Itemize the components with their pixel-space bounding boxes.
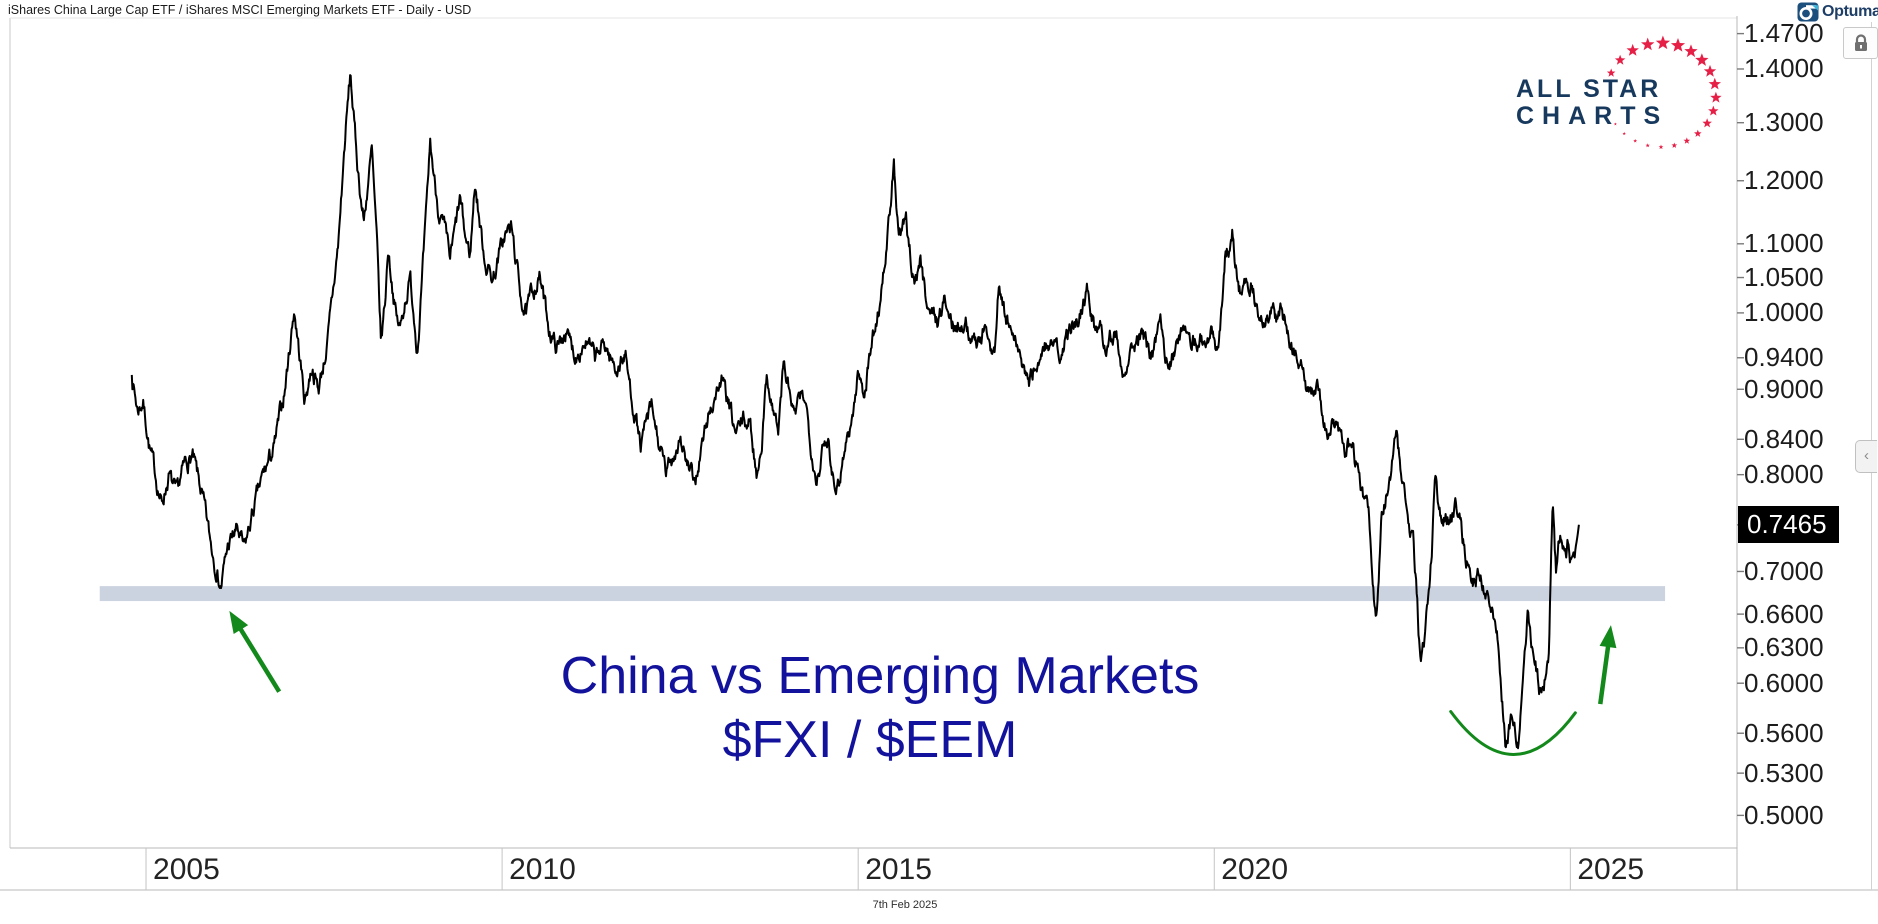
- arrow-2024-breakout-shaft[interactable]: [1598, 642, 1611, 705]
- allstarcharts-line2: CHARTS: [1516, 102, 1669, 130]
- star-icon: [1622, 131, 1626, 136]
- lock-button[interactable]: [1843, 27, 1878, 59]
- support-band[interactable]: [99, 586, 1666, 602]
- star-icon: [1683, 137, 1691, 144]
- star-icon: [1670, 38, 1686, 52]
- annotation-tickers: $FXI / $EEM: [722, 711, 1018, 769]
- star-icon: [1671, 142, 1678, 148]
- price-axis-label: 0.7000: [1744, 555, 1824, 586]
- optuma-icon: [1797, 2, 1819, 22]
- star-icon: [1613, 122, 1617, 126]
- optuma-wordmark: Optuma: [1822, 3, 1878, 20]
- price-axis-label: 0.5000: [1744, 799, 1824, 830]
- allstarcharts-line1: ALL STAR: [1516, 75, 1662, 103]
- arrow-2006-low-head[interactable]: [229, 610, 249, 635]
- price-axis-label: 0.8000: [1744, 459, 1824, 490]
- price-axis-label: 1.1000: [1744, 228, 1824, 259]
- star-icon: [1684, 44, 1698, 58]
- price-axis-label: 0.9000: [1744, 373, 1824, 404]
- price-axis-label: 0.9400: [1744, 342, 1824, 373]
- star-icon: [1626, 43, 1639, 56]
- price-axis-label: 0.6600: [1744, 598, 1824, 629]
- star-icon: [1708, 77, 1721, 90]
- star-icon: [1633, 138, 1638, 143]
- ratio-price-line: [130, 74, 1580, 750]
- star-icon: [1708, 105, 1719, 116]
- price-axis-label: 1.2000: [1744, 165, 1824, 196]
- allstarcharts-logo: ALL STAR CHARTS: [1516, 76, 1668, 130]
- star-icon: [1710, 91, 1722, 103]
- arrow-2024-breakout-head[interactable]: [1599, 625, 1617, 649]
- last-price-badge: 0.7465: [1738, 506, 1839, 544]
- star-icon: [1606, 68, 1616, 77]
- year-axis-label: 2015: [865, 853, 932, 886]
- star-icon: [1702, 118, 1712, 128]
- arrow-2006-low-shaft[interactable]: [236, 624, 282, 693]
- footer-date: 7th Feb 2025: [872, 899, 938, 911]
- price-axis-label: 0.6300: [1744, 632, 1824, 663]
- price-axis-label: 1.3000: [1744, 107, 1824, 138]
- star-icon: [1694, 129, 1702, 137]
- star-icon: [1614, 54, 1626, 65]
- year-axis-label: 2025: [1577, 853, 1645, 886]
- padlock-icon: [1854, 34, 1867, 51]
- price-axis-label: 0.5600: [1744, 717, 1824, 748]
- star-icon: [1645, 143, 1650, 148]
- star-icon: [1655, 35, 1671, 50]
- star-icon: [1695, 53, 1709, 66]
- star-icon: [1607, 111, 1611, 114]
- price-axis-label: 1.4700: [1744, 18, 1824, 49]
- price-axis-label: 1.4000: [1744, 53, 1824, 84]
- year-axis-label: 2005: [153, 853, 220, 886]
- star-icon: [1641, 37, 1655, 51]
- optuma-logo: Optuma ™: [1797, 2, 1878, 22]
- panel-collapse-tab[interactable]: ‹: [1855, 440, 1877, 473]
- price-axis-label: 1.0500: [1744, 262, 1824, 293]
- star-icon: [1658, 144, 1664, 149]
- star-icon: [1703, 64, 1717, 77]
- year-axis-label: 2020: [1221, 853, 1289, 886]
- annotation-headline: China vs Emerging Markets: [560, 647, 1200, 705]
- price-axis-label: 0.6000: [1744, 667, 1824, 698]
- price-axis-label: 0.5300: [1744, 757, 1824, 788]
- price-axis-label: 1.0000: [1744, 297, 1824, 328]
- bottoming-arc[interactable]: [1449, 710, 1577, 756]
- year-axis-label: 2010: [509, 853, 576, 886]
- chart-title: iShares China Large Cap ETF / iShares MS…: [8, 3, 472, 17]
- price-axis-label: 0.8400: [1744, 423, 1824, 454]
